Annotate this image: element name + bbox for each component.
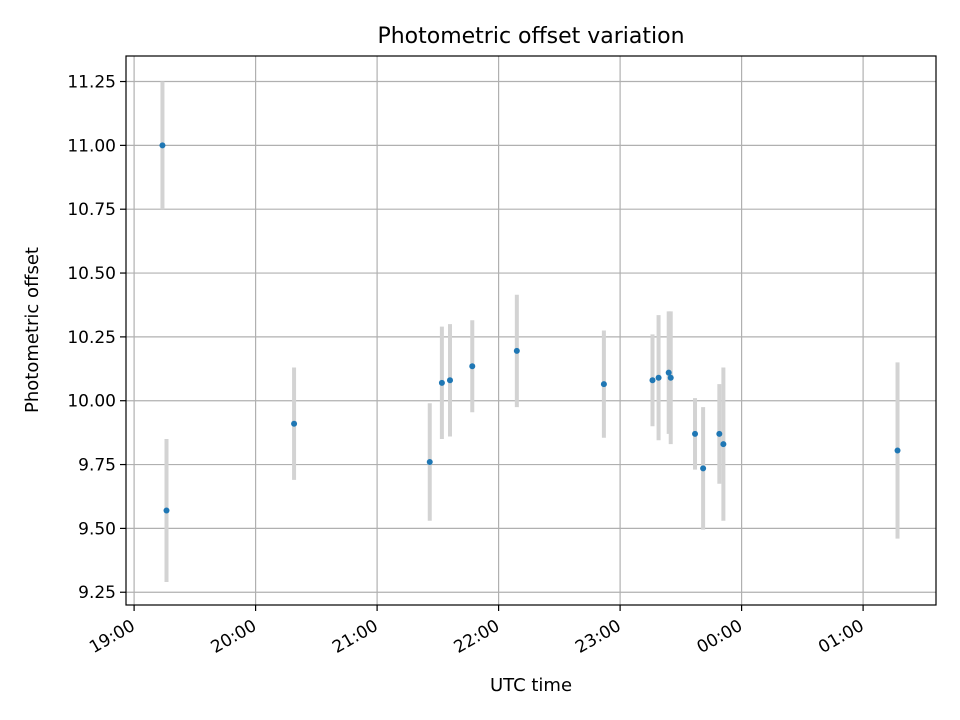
data-point	[720, 441, 727, 448]
y-tick-label: 9.25	[78, 583, 116, 603]
data-point	[600, 381, 607, 388]
data-point	[649, 377, 656, 384]
y-tick-label: 10.50	[67, 264, 116, 284]
data-point	[163, 507, 170, 514]
chart-title: Photometric offset variation	[377, 24, 684, 49]
data-point	[447, 377, 453, 384]
y-tick-label: 10.75	[67, 200, 116, 220]
y-tick-label: 10.00	[67, 392, 116, 412]
y-tick-label: 9.50	[78, 519, 116, 539]
data-point	[894, 447, 901, 454]
plot-frame	[125, 55, 937, 606]
data-point	[291, 420, 298, 427]
x-axis-label: UTC time	[490, 675, 572, 696]
data-point	[692, 430, 699, 437]
data-point	[700, 465, 707, 472]
data-point	[655, 374, 662, 381]
data-point	[716, 430, 723, 437]
y-tick-label: 11.25	[67, 73, 116, 93]
data-point	[159, 142, 166, 149]
y-tick-label: 9.75	[78, 456, 116, 476]
point-layer	[159, 142, 901, 514]
grid-layer	[126, 56, 936, 605]
y-tick-label: 10.25	[67, 328, 116, 348]
data-point	[469, 363, 476, 370]
data-point	[426, 459, 433, 466]
y-axis-label: Photometric offset	[22, 247, 43, 413]
data-point	[667, 374, 674, 381]
data-point	[665, 369, 672, 376]
data-point	[513, 347, 520, 354]
y-tick-label: 11.00	[67, 136, 116, 156]
data-point	[438, 379, 445, 386]
y-axis: 9.25 9.50 9.75 10.00 10.25 10.50 10.75 11.00 11.…	[67, 73, 126, 603]
